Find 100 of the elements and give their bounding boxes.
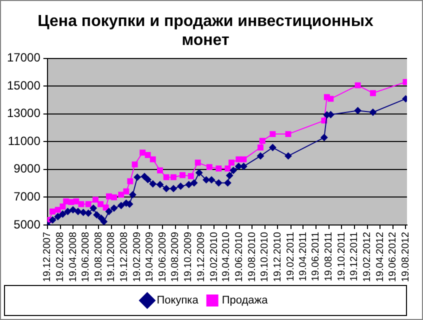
x-tick-label: 19.08.2012 xyxy=(400,232,412,282)
x-tick-label: 19.04.2011 xyxy=(298,232,309,282)
x-tick-label: 19.02.2010 xyxy=(208,232,220,282)
point xyxy=(140,173,148,180)
point xyxy=(73,198,80,204)
point xyxy=(70,206,77,214)
x-tick-label: 19.02.2012 xyxy=(362,232,374,282)
point xyxy=(235,162,242,170)
x-tick-label: 19.04.2012 xyxy=(374,232,386,282)
point xyxy=(257,152,264,160)
point xyxy=(144,176,152,184)
point xyxy=(180,172,186,178)
x-tick-label: 19.02.2009 xyxy=(132,232,144,282)
point xyxy=(170,174,176,180)
point xyxy=(90,204,97,212)
point xyxy=(100,218,108,225)
point xyxy=(185,181,192,188)
point xyxy=(284,152,292,160)
point xyxy=(240,162,248,170)
y-tick-label: 5000 xyxy=(14,217,41,232)
point xyxy=(163,174,170,180)
point xyxy=(328,96,334,102)
y-tick-label: 15000 xyxy=(6,78,41,92)
x-tick-label: 19.12.2009 xyxy=(196,232,207,282)
point xyxy=(162,185,170,192)
point xyxy=(127,178,134,184)
y-tick-label: 7000 xyxy=(14,190,41,204)
x-tick-label: 19.06.2012 xyxy=(388,232,399,282)
point xyxy=(320,134,328,142)
x-tick-label: 19.08.2008 xyxy=(93,232,104,282)
point xyxy=(240,156,247,162)
point xyxy=(64,208,72,215)
point xyxy=(285,131,292,138)
point xyxy=(354,82,361,88)
point xyxy=(126,200,134,208)
x-tick-label: 19.02.2011 xyxy=(286,232,297,282)
x-tick-label: 19.02.2008 xyxy=(55,232,66,282)
point xyxy=(157,167,164,174)
point xyxy=(269,144,276,152)
point xyxy=(370,90,376,96)
point xyxy=(149,180,156,188)
x-tick-label: 19.06.2009 xyxy=(157,232,168,282)
point xyxy=(196,169,203,176)
point xyxy=(118,192,124,198)
point xyxy=(106,193,112,200)
point xyxy=(129,191,136,198)
point xyxy=(118,202,125,210)
point xyxy=(216,165,222,172)
x-tick-label: 19.12.2010 xyxy=(272,232,284,282)
point xyxy=(123,188,130,194)
point xyxy=(170,185,177,192)
point xyxy=(150,156,156,162)
point xyxy=(259,138,266,144)
point xyxy=(156,181,164,188)
point xyxy=(369,108,376,116)
point xyxy=(224,165,231,172)
x-tick-label: 19.06.2008 xyxy=(80,232,92,282)
y-tick-label: 13000 xyxy=(6,106,41,120)
x-tick-label: 19.10.2010 xyxy=(260,232,271,282)
point xyxy=(208,176,216,184)
point xyxy=(60,204,66,210)
x-tick-label: 19.04.2009 xyxy=(144,232,156,282)
point xyxy=(258,144,264,150)
point xyxy=(194,160,201,166)
y-tick-label: 17000 xyxy=(6,50,41,65)
point xyxy=(224,179,232,186)
point xyxy=(59,210,66,218)
point xyxy=(354,107,362,114)
y-tick-label: 11000 xyxy=(8,134,41,148)
point xyxy=(78,201,84,208)
point xyxy=(49,216,56,224)
point xyxy=(110,204,118,212)
point xyxy=(105,208,112,215)
x-tick-label: 19.08.2011 xyxy=(324,232,335,282)
point xyxy=(111,194,117,200)
legend-label: Продажа xyxy=(222,294,269,307)
point xyxy=(144,152,151,158)
x-tick-label: 19.06.2010 xyxy=(234,232,246,282)
point xyxy=(190,179,198,186)
x-tick-label: 19.12.2011 xyxy=(349,232,360,282)
chart-title: Цена покупки и продажи инвестиционных монет xyxy=(38,13,374,50)
point xyxy=(132,161,138,168)
point xyxy=(134,174,141,181)
x-tick-label: 19.06.2011 xyxy=(310,232,322,282)
legend-label: Покупка xyxy=(156,294,200,307)
x-tick-label: 19.10.2009 xyxy=(182,232,194,282)
point xyxy=(74,208,82,215)
point xyxy=(215,179,222,186)
point xyxy=(202,176,210,184)
point xyxy=(54,213,62,220)
point xyxy=(230,166,237,174)
point xyxy=(85,201,92,208)
point xyxy=(228,160,234,166)
point xyxy=(54,206,61,213)
x-tick-label: 19.08.2009 xyxy=(170,232,182,282)
point xyxy=(92,196,98,203)
point xyxy=(270,131,276,138)
point xyxy=(98,201,104,208)
point xyxy=(177,182,184,190)
point xyxy=(93,211,100,218)
